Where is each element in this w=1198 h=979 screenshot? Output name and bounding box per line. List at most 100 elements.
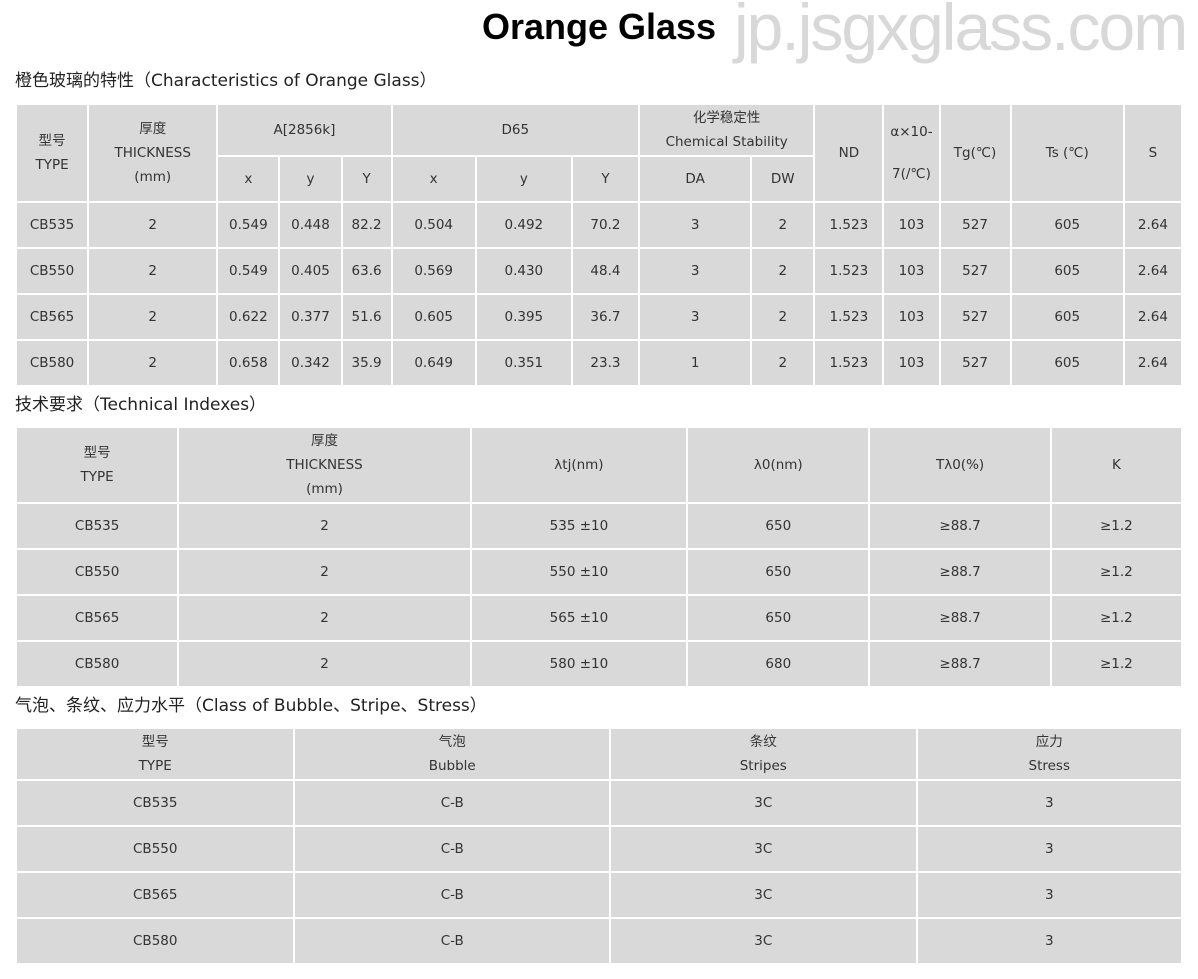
section-heading-technical: 技术要求（Technical Indexes） — [15, 395, 267, 415]
table-cell: ≥1.2 — [1051, 596, 1181, 640]
table-cell: CB535 — [17, 781, 294, 825]
table-cell: C-B — [295, 827, 609, 871]
table-row: CB535 2 0.549 0.448 82.2 0.504 0.492 70.2 3 2 1.52… — [17, 203, 1181, 247]
table-cell: 1.523 — [815, 203, 883, 247]
table-cell: CB550 — [17, 249, 88, 293]
header-row: 型号 TYPE 气泡 Bubble 条纹 Stripes 应力 Stress — [17, 729, 1181, 779]
table-cell: 103 — [884, 295, 939, 339]
header-a-x: x — [218, 157, 279, 201]
table-cell: CB580 — [17, 341, 88, 385]
table-row: CB580 2 580 ±10 680 ≥88.7 ≥1.2 — [17, 642, 1181, 686]
table-cell: 0.569 — [392, 249, 475, 293]
table-cell: 0.649 — [392, 341, 475, 385]
table-cell: 1 — [640, 341, 751, 385]
table-cell: 680 — [688, 642, 869, 686]
table-row: CB565 2 565 ±10 650 ≥88.7 ≥1.2 — [17, 596, 1181, 640]
table-cell: 2 — [179, 550, 470, 594]
header-d65-y: y — [476, 157, 571, 201]
table-cell: 650 — [688, 504, 869, 548]
table-cell: 3C — [611, 873, 916, 917]
table-cell: 2.64 — [1124, 341, 1181, 385]
table-cell: 103 — [884, 249, 939, 293]
header-da: DA — [640, 157, 751, 201]
table-cell: 1.523 — [815, 295, 883, 339]
header-thickness: 厚度 THICKNESS (mm) — [179, 428, 470, 502]
table-cell: 36.7 — [572, 295, 639, 339]
table-cell: 0.405 — [280, 249, 341, 293]
header-thickness: 厚度 THICKNESS (mm) — [89, 105, 217, 201]
table-cell: ≥1.2 — [1051, 642, 1181, 686]
table-cell: 527 — [940, 203, 1010, 247]
table-cell: 580 ±10 — [471, 642, 687, 686]
page-title: Orange Glass — [481, 6, 717, 47]
table-cell: C-B — [295, 873, 609, 917]
table-cell: 3C — [611, 919, 916, 963]
table-cell: ≥88.7 — [870, 642, 1050, 686]
table-cell: ≥1.2 — [1051, 504, 1181, 548]
table-cell: 565 ±10 — [471, 596, 687, 640]
technical-table: 型号 TYPE 厚度 THICKNESS (mm) λtj(nm) λ0(nm) Tλ… — [15, 426, 1183, 688]
table-cell: 103 — [884, 203, 939, 247]
header-stress: 应力 Stress — [917, 729, 1181, 779]
header-nd: ND — [815, 105, 883, 201]
table-cell: 2 — [89, 341, 217, 385]
header-chemical-stability: 化学稳定性 Chemical Stability — [640, 105, 814, 155]
table-cell: 2 — [752, 295, 814, 339]
header-a-y: y — [280, 157, 341, 201]
section-heading-bubble-stripe-stress: 气泡、条纹、应力水平（Class of Bubble、Stripe、Stress… — [15, 696, 487, 716]
table-cell: 3 — [640, 203, 751, 247]
table-cell: CB550 — [17, 827, 294, 871]
table-row: CB550 C-B 3C 3 — [17, 827, 1181, 871]
table-cell: CB565 — [17, 873, 294, 917]
table-cell: 2.64 — [1124, 203, 1181, 247]
table-cell: 2 — [89, 295, 217, 339]
header-stripes: 条纹 Stripes — [611, 729, 916, 779]
table-cell: 0.605 — [392, 295, 475, 339]
table-cell: 550 ±10 — [471, 550, 687, 594]
table-cell: 2 — [752, 203, 814, 247]
header-d65-Y: Y — [572, 157, 639, 201]
table-cell: 650 — [688, 550, 869, 594]
header-alpha: α×10- 7(/℃) — [884, 105, 939, 201]
table-cell: 2 — [89, 203, 217, 247]
watermark: jp.jsgxglass.com — [734, 0, 1188, 64]
header-d65: D65 — [392, 105, 639, 155]
table-cell: C-B — [295, 781, 609, 825]
table-cell: 3 — [917, 781, 1181, 825]
header-ts: Ts (℃) — [1011, 105, 1123, 201]
header-t-lambda-0: Tλ0(%) — [870, 428, 1050, 502]
table-cell: 0.430 — [476, 249, 571, 293]
table-row: CB550 2 0.549 0.405 63.6 0.569 0.430 48.4 3 2 1.52… — [17, 249, 1181, 293]
table-cell: CB535 — [17, 504, 178, 548]
table-cell: 0.622 — [218, 295, 279, 339]
table-cell: 2.64 — [1124, 249, 1181, 293]
table-cell: ≥88.7 — [870, 596, 1050, 640]
table-cell: 2 — [179, 504, 470, 548]
table-cell: 70.2 — [572, 203, 639, 247]
header-type: 型号 TYPE — [17, 729, 294, 779]
table-cell: 0.492 — [476, 203, 571, 247]
table-cell: 0.351 — [476, 341, 571, 385]
table-cell: C-B — [295, 919, 609, 963]
table-cell: CB580 — [17, 642, 178, 686]
table-cell: 0.658 — [218, 341, 279, 385]
table-cell: 2.64 — [1124, 295, 1181, 339]
table-row: CB565 2 0.622 0.377 51.6 0.605 0.395 36.7 3 2 1.52… — [17, 295, 1181, 339]
header-type: 型号 TYPE — [17, 428, 178, 502]
table-cell: 3C — [611, 781, 916, 825]
characteristics-table: 型号 TYPE 厚度 THICKNESS (mm) A[2856k] D65 化学稳定… — [15, 103, 1183, 387]
header-d65-x: x — [392, 157, 475, 201]
table-row: CB535 C-B 3C 3 — [17, 781, 1181, 825]
table-cell: CB565 — [17, 596, 178, 640]
table-cell: 3 — [917, 827, 1181, 871]
table-row: CB580 C-B 3C 3 — [17, 919, 1181, 963]
table-cell: ≥88.7 — [870, 504, 1050, 548]
table-cell: 63.6 — [342, 249, 391, 293]
table-row: CB580 2 0.658 0.342 35.9 0.649 0.351 23.3 1 2 1.52… — [17, 341, 1181, 385]
header-tg: Tg(℃) — [940, 105, 1010, 201]
table-cell: 2 — [89, 249, 217, 293]
table-cell: 0.549 — [218, 249, 279, 293]
table-cell: 3 — [640, 295, 751, 339]
header-lambda-tj: λtj(nm) — [471, 428, 687, 502]
table-cell: 527 — [940, 341, 1010, 385]
